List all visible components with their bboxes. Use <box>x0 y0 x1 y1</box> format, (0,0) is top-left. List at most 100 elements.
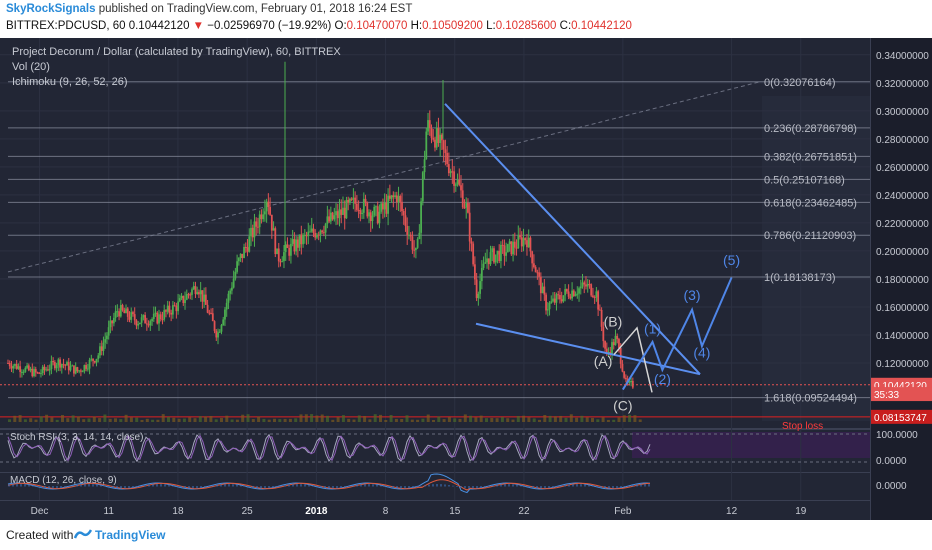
macd-histogram-bar <box>416 486 418 488</box>
macd-histogram-bar <box>136 486 138 488</box>
candle-body <box>595 291 598 298</box>
volume-bar <box>119 419 123 422</box>
macd-histogram-bar <box>400 486 402 489</box>
volume-bar <box>331 419 335 422</box>
candle-body <box>406 225 409 235</box>
candle-body <box>536 272 539 274</box>
chart-area[interactable]: 0(0.32076164) 0.236(0.28786798) 0.382(0.26… <box>0 38 932 520</box>
candle-body <box>119 305 122 317</box>
candle-body <box>130 312 133 320</box>
macd-histogram-bar <box>36 486 38 487</box>
wave-label: (A) <box>594 353 613 369</box>
macd-histogram-bar <box>444 484 446 487</box>
volume-bar <box>564 417 568 422</box>
volume-bar <box>379 414 382 422</box>
candle-body <box>562 295 565 302</box>
price-axis-divider <box>870 38 871 520</box>
volume-bar <box>432 419 435 422</box>
candle-body <box>48 369 51 371</box>
candle-body <box>147 324 150 326</box>
time-axis[interactable]: Dec 11 18 25 2018 8 15 22 Feb 12 19 <box>31 506 807 517</box>
candle-body <box>231 287 233 291</box>
volume-bar <box>538 419 541 422</box>
candle-body <box>376 206 379 224</box>
macd-histogram-bar <box>204 486 206 488</box>
macd-histogram-bar <box>536 486 538 489</box>
tradingview-brand[interactable]: TradingView <box>95 528 166 542</box>
macd-histogram-bar <box>44 486 46 488</box>
abc-correction-path <box>613 326 653 393</box>
price-chart-svg[interactable]: 0(0.32076164) 0.236(0.28786798) 0.382(0.26… <box>0 38 932 520</box>
candle-body <box>600 309 603 327</box>
candle-body <box>281 261 284 263</box>
candle-body <box>598 309 601 311</box>
candle-body <box>24 367 27 372</box>
candle-body <box>534 267 537 273</box>
candle-body <box>244 246 247 248</box>
macd-histogram-bar <box>156 484 158 487</box>
candle-body <box>274 228 277 255</box>
macd-histogram-bar <box>580 484 582 487</box>
volume-bar <box>283 418 287 422</box>
candle-body <box>158 314 160 324</box>
time-tick-label: 11 <box>104 506 115 517</box>
macd-histogram-bar <box>56 486 58 489</box>
volume-bar <box>198 416 202 422</box>
candle-body <box>487 258 490 265</box>
candle-body <box>451 171 454 173</box>
time-axis-divider <box>0 500 870 501</box>
price-axis[interactable]: 0.34000000 0.32000000 0.30000000 0.28000000… <box>876 51 929 492</box>
macd-histogram-bar <box>584 484 586 487</box>
macd-histogram-bar <box>360 484 362 487</box>
candle-body <box>142 315 145 318</box>
macd-pane <box>7 473 651 494</box>
candle-body <box>184 299 186 303</box>
candle-body <box>430 127 433 138</box>
fib-label: 0.5(0.25107168) <box>764 174 845 186</box>
author-link[interactable]: SkyRockSignals <box>6 3 96 15</box>
candle-body <box>576 293 579 295</box>
wave-label: (3) <box>683 287 700 303</box>
candle-body <box>555 294 558 303</box>
candle-body <box>538 272 541 277</box>
candle-body <box>510 241 513 255</box>
volume-bar <box>214 419 218 422</box>
candle-body <box>489 252 492 265</box>
candle-body <box>590 284 593 296</box>
volume-bar <box>23 419 27 422</box>
macd-histogram-bar <box>344 486 346 488</box>
candle-body <box>326 216 329 224</box>
candle-body <box>64 364 67 366</box>
volume-bar <box>230 419 234 422</box>
candle-body <box>62 364 65 366</box>
volume-bar <box>241 414 245 422</box>
candle-body <box>427 120 429 132</box>
candle-body <box>402 211 405 216</box>
macd-histogram-bar <box>600 486 602 488</box>
volume-bar <box>490 417 494 422</box>
candle-body <box>291 239 294 244</box>
candle-body <box>382 203 384 210</box>
candle-body <box>607 351 610 353</box>
macd-histogram-bar <box>516 484 518 487</box>
impulse-wave-path <box>621 277 733 391</box>
candle-body <box>420 201 422 233</box>
candle-body <box>602 326 605 342</box>
macd-histogram-bar <box>576 484 578 487</box>
candle-body <box>413 249 416 251</box>
fib-trend-dashed <box>7 81 761 273</box>
grid-lines <box>0 38 870 500</box>
candle-body <box>579 286 582 289</box>
macd-histogram-bar <box>40 486 42 488</box>
candle-body <box>257 226 259 228</box>
macd-histogram-bar <box>352 485 354 487</box>
candle-body <box>145 323 148 325</box>
price-tick-label: 0.32000000 <box>876 79 929 90</box>
candle-body <box>333 215 336 220</box>
volume-bar <box>251 419 255 422</box>
macd-histogram-bar <box>160 484 162 487</box>
candle-body <box>475 279 478 299</box>
candle-body <box>272 228 275 231</box>
volume-bar <box>559 415 563 422</box>
stoch-divider <box>0 428 870 430</box>
